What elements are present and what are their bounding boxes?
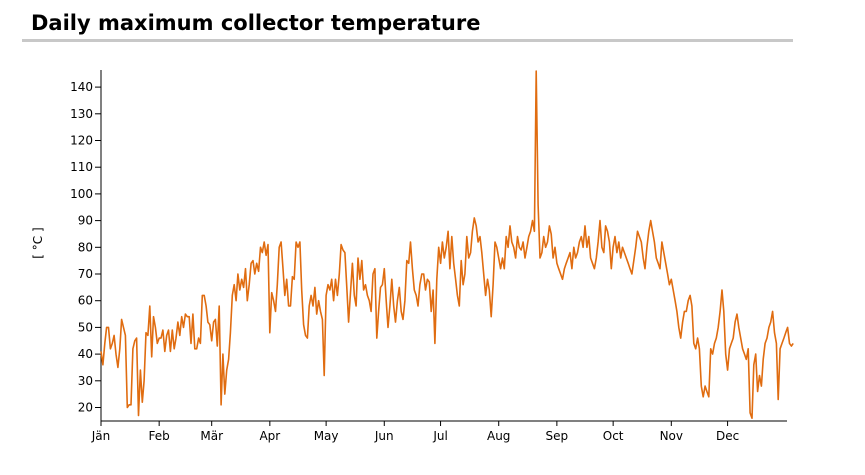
- x-tick-label: Jul: [432, 429, 447, 443]
- y-tick-label: 110: [70, 160, 93, 174]
- x-tick-label: May: [314, 429, 339, 443]
- y-axis: 20 30 40 50 60 70 80 90 100 110 120 130 140: [70, 70, 102, 421]
- x-tick-label: Oct: [603, 429, 624, 443]
- series-group: [100, 70, 794, 420]
- title-divider: [22, 39, 793, 42]
- temperature-series-line: [100, 70, 794, 420]
- y-tick-label: 60: [78, 294, 93, 308]
- x-tick-label: Mär: [200, 429, 223, 443]
- y-tick-label: 50: [78, 320, 93, 334]
- x-tick-label: Jun: [374, 429, 394, 443]
- x-axis: Jän Feb Mär Apr May Jun Jul Aug Sep Oct Nov Dec: [91, 420, 787, 443]
- y-tick-label: 140: [70, 80, 93, 94]
- x-tick-label: Aug: [487, 429, 510, 443]
- y-tick-label: 30: [78, 374, 93, 388]
- x-tick-label: Apr: [259, 429, 280, 443]
- x-tick-label: Jän: [91, 429, 111, 443]
- y-tick-label: 130: [70, 107, 93, 121]
- y-tick-label: 120: [70, 134, 93, 148]
- y-tick-label: 20: [78, 401, 93, 415]
- chart-title: Daily maximum collector temperature: [31, 11, 481, 35]
- x-tick-label: Sep: [546, 429, 569, 443]
- x-tick-label: Dec: [716, 429, 739, 443]
- y-axis-label: [ °C ]: [31, 227, 45, 258]
- y-tick-label: 80: [78, 240, 93, 254]
- y-tick-label: 100: [70, 187, 93, 201]
- x-tick-label: Nov: [660, 429, 683, 443]
- y-tick-label: 40: [78, 347, 93, 361]
- y-tick-label: 90: [78, 214, 93, 228]
- x-tick-label: Feb: [149, 429, 170, 443]
- y-tick-label: 70: [78, 267, 93, 281]
